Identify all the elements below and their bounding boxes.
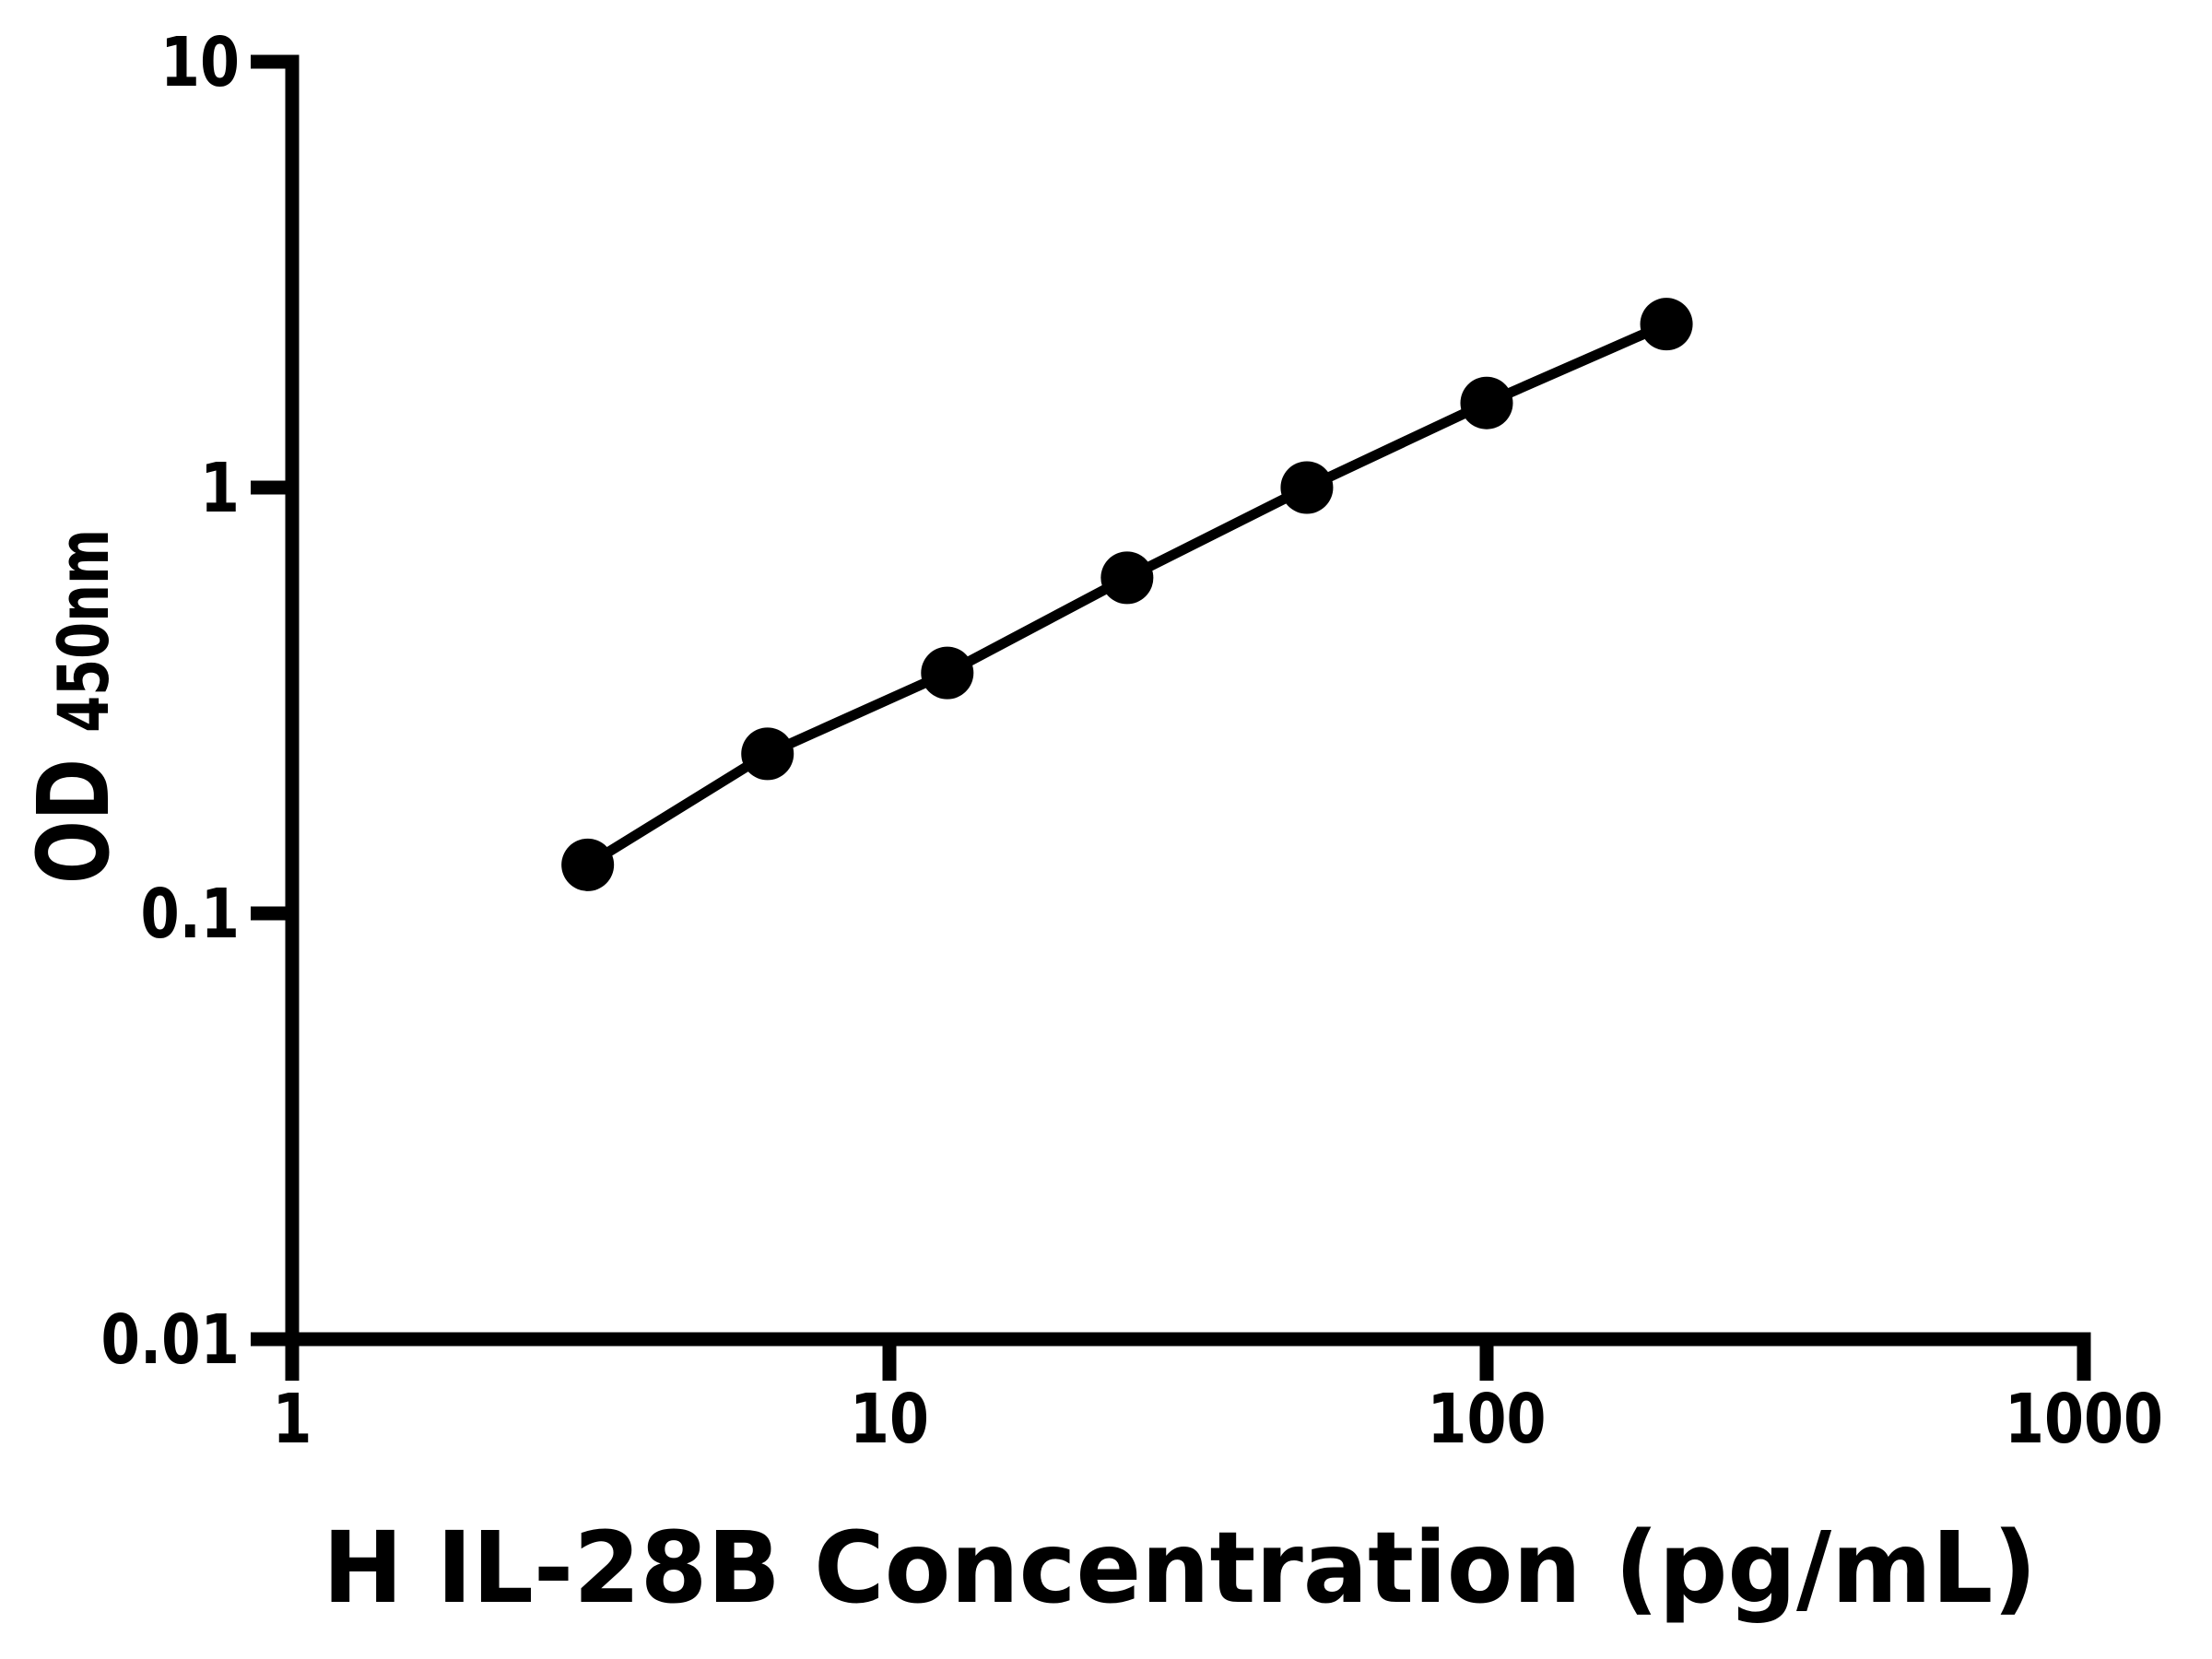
y-tick-label: 10: [160, 23, 240, 102]
x-tick-label: 10: [850, 1380, 929, 1459]
x-tick-label: 100: [1428, 1380, 1547, 1459]
plot-area: 10 1 0.1 0.01 1 10 100 1000: [101, 23, 2164, 1459]
y-axis-title-main: OD: [18, 759, 132, 884]
y-axis-title-sub: 450nm: [42, 529, 124, 733]
data-point[interactable]: [1460, 376, 1513, 429]
y-tick-label: 0.01: [101, 1300, 241, 1380]
y-tick-label: 1: [200, 449, 240, 528]
data-point[interactable]: [561, 838, 615, 891]
x-tick-label: 1: [273, 1380, 312, 1459]
data-point[interactable]: [1640, 298, 1693, 351]
y-tick-label: 0.1: [141, 875, 241, 954]
data-point[interactable]: [1100, 551, 1154, 605]
data-point[interactable]: [1280, 461, 1334, 514]
x-tick-label: 1000: [2005, 1380, 2163, 1459]
data-point[interactable]: [741, 727, 794, 781]
data-point[interactable]: [921, 646, 974, 700]
x-axis-title: H IL-28B Concentration (pg/mL): [323, 1512, 2037, 1626]
y-axis-title: OD 450nm: [18, 529, 132, 884]
